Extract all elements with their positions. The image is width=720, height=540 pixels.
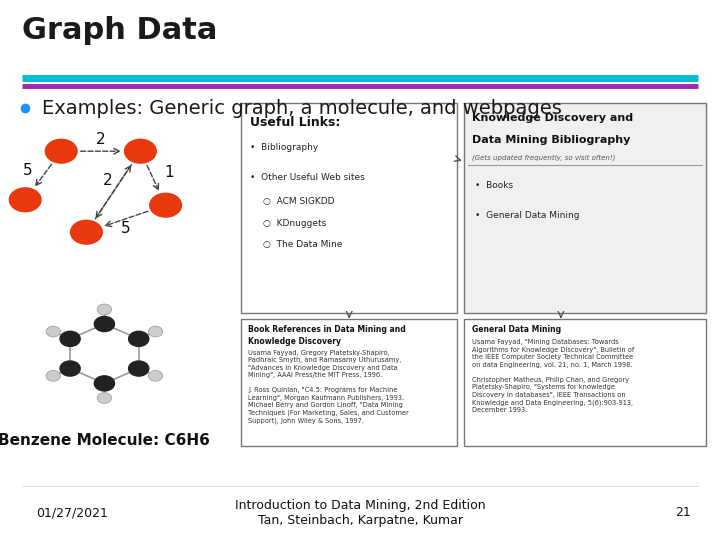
Circle shape: [46, 326, 60, 337]
Text: Knowledge Discovery: Knowledge Discovery: [248, 338, 341, 347]
Text: 5: 5: [121, 221, 131, 236]
Text: Graph Data: Graph Data: [22, 16, 217, 45]
Text: Examples: Generic graph, a molecule, and webpages: Examples: Generic graph, a molecule, and…: [42, 98, 562, 118]
Text: •  General Data Mining: • General Data Mining: [475, 211, 580, 220]
Circle shape: [9, 188, 41, 212]
Text: 2: 2: [96, 132, 106, 147]
FancyBboxPatch shape: [241, 319, 457, 445]
Text: General Data Mining: General Data Mining: [472, 325, 561, 334]
Circle shape: [148, 326, 163, 337]
Circle shape: [60, 361, 80, 376]
Circle shape: [97, 393, 112, 403]
Text: Benzene Molecule: C6H6: Benzene Molecule: C6H6: [0, 433, 210, 448]
Circle shape: [150, 193, 181, 217]
Text: •  Other Useful Web sites: • Other Useful Web sites: [250, 173, 364, 182]
FancyBboxPatch shape: [241, 103, 457, 313]
Text: (Gets updated frequently, so visit often!): (Gets updated frequently, so visit often…: [472, 154, 615, 160]
Circle shape: [94, 376, 114, 391]
Circle shape: [148, 370, 163, 381]
Circle shape: [45, 139, 77, 163]
Text: •  Books: • Books: [475, 181, 513, 190]
FancyBboxPatch shape: [464, 319, 706, 445]
Text: Introduction to Data Mining, 2nd Edition
Tan, Steinbach, Karpatne, Kumar: Introduction to Data Mining, 2nd Edition…: [235, 499, 485, 527]
Text: 5: 5: [22, 163, 32, 178]
Circle shape: [94, 316, 114, 332]
Text: •  Bibliography: • Bibliography: [250, 143, 318, 152]
Text: ○  KDnuggets: ○ KDnuggets: [263, 219, 326, 228]
Text: ○  The Data Mine: ○ The Data Mine: [263, 240, 342, 249]
Circle shape: [129, 361, 149, 376]
Text: 21: 21: [675, 507, 691, 519]
Circle shape: [97, 304, 112, 315]
Circle shape: [125, 139, 156, 163]
Text: 2: 2: [103, 173, 112, 188]
Text: Knowledge Discovery and: Knowledge Discovery and: [472, 113, 633, 124]
FancyBboxPatch shape: [464, 103, 706, 313]
Text: Book References in Data Mining and: Book References in Data Mining and: [248, 325, 406, 334]
Text: Usama Fayyad, Gregory Piatetsky-Shapiro,
Padhraic Smyth, and Ramasamy Uthurusamy: Usama Fayyad, Gregory Piatetsky-Shapiro,…: [248, 350, 409, 424]
Circle shape: [129, 331, 149, 347]
Text: Useful Links:: Useful Links:: [250, 116, 341, 129]
Circle shape: [71, 220, 102, 244]
Text: 01/27/2021: 01/27/2021: [36, 507, 108, 519]
Text: Data Mining Bibliography: Data Mining Bibliography: [472, 135, 630, 145]
Circle shape: [46, 370, 60, 381]
Text: ○  ACM SIGKDD: ○ ACM SIGKDD: [263, 197, 334, 206]
Circle shape: [60, 331, 80, 347]
Text: Usama Fayyad, "Mining Databases: Towards
Algorithms for Knowledge Discovery", Bu: Usama Fayyad, "Mining Databases: Towards…: [472, 339, 634, 413]
Text: 1: 1: [164, 165, 174, 180]
